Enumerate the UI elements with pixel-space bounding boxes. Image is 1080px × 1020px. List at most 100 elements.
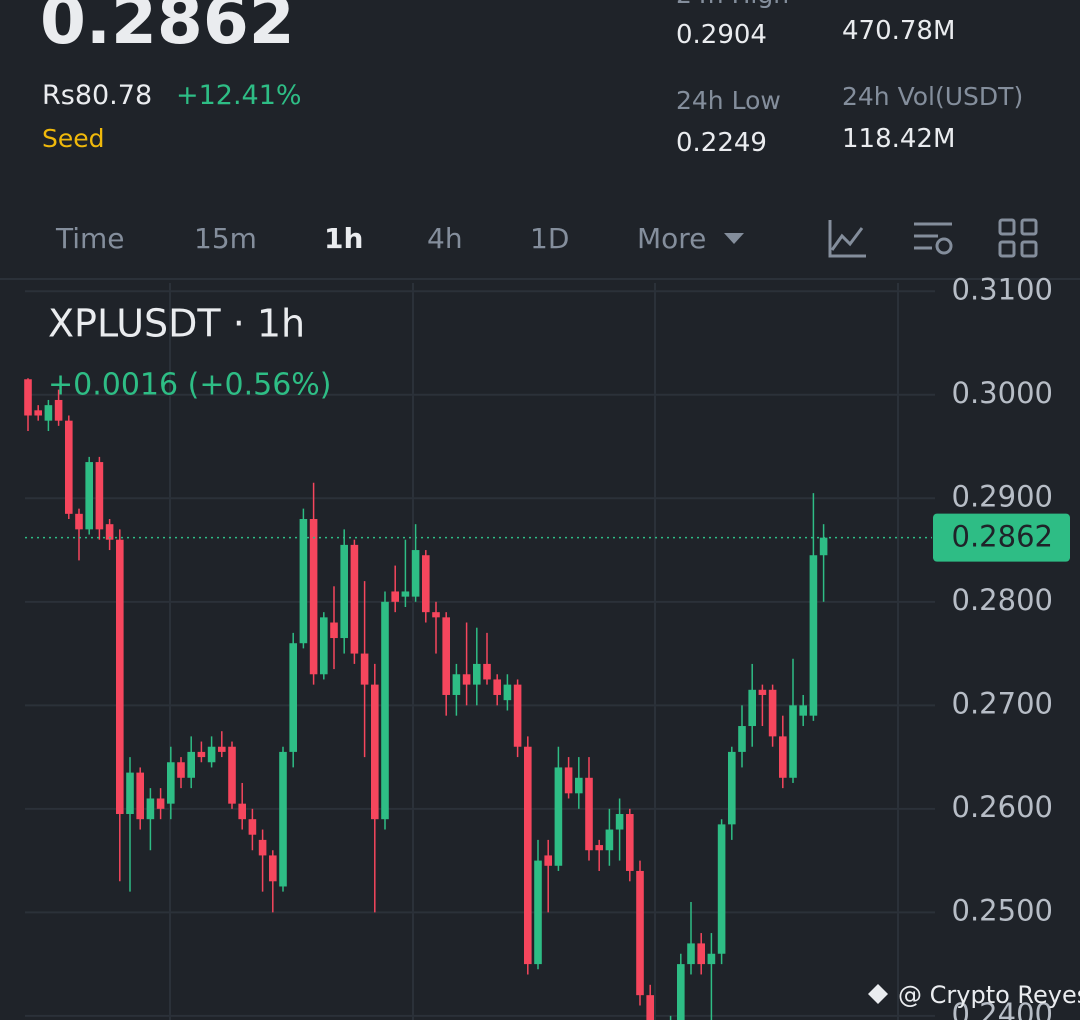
candle-body <box>636 870 644 996</box>
y-tick-label: 0.2800 <box>952 583 1053 617</box>
candle-body <box>75 513 83 530</box>
candle-body <box>493 679 501 695</box>
y-tick-label: 0.2900 <box>952 479 1053 513</box>
candle-body <box>228 746 236 804</box>
indicator-icon[interactable] <box>826 218 868 260</box>
candle-body <box>381 601 389 820</box>
candle-body <box>483 663 491 680</box>
tab[interactable]: 1D <box>530 222 570 255</box>
candle-body <box>626 814 634 871</box>
candle-body <box>350 544 359 654</box>
stat-label: 24h Vol(USDT) <box>842 82 1024 111</box>
y-tick-label: 0.2400 <box>952 997 1053 1020</box>
candle-body <box>748 689 756 727</box>
candle-body <box>177 762 185 778</box>
candle-body <box>564 767 573 794</box>
tab[interactable]: More <box>637 222 707 255</box>
candle-body <box>575 777 583 794</box>
tab[interactable]: 1h <box>324 222 364 255</box>
candle-body <box>309 519 318 675</box>
tab[interactable]: 15m <box>194 222 257 255</box>
stat-label: 24h Low <box>676 86 781 115</box>
candle-body <box>167 762 175 804</box>
candle-body <box>44 405 53 421</box>
candle-body <box>187 751 195 778</box>
candle-body <box>330 622 338 639</box>
candle-body <box>513 684 522 747</box>
candle-body <box>248 819 257 835</box>
tab[interactable]: 4h <box>427 222 463 255</box>
dropdown-arrow[interactable] <box>722 230 746 246</box>
candle-body <box>126 772 134 815</box>
candle-body <box>809 555 818 716</box>
candle-body <box>299 519 308 644</box>
candle-body <box>646 995 654 1020</box>
candle-body <box>707 953 716 965</box>
y-tick-label: 0.2700 <box>952 686 1053 720</box>
tab[interactable]: Time <box>56 222 125 255</box>
candle-body <box>697 943 705 965</box>
candle-body <box>605 829 614 851</box>
candle-body <box>320 617 328 675</box>
candle-body <box>554 767 563 866</box>
candle-body <box>452 674 461 695</box>
candle-body <box>819 537 828 556</box>
candle-body <box>207 746 216 763</box>
candle-body <box>524 746 532 965</box>
candle-body <box>768 689 777 737</box>
candle-body <box>789 705 797 778</box>
y-tick-label: 0.2600 <box>952 790 1053 824</box>
candle-body <box>401 591 410 597</box>
logo <box>868 984 888 1004</box>
candle-body <box>197 751 206 758</box>
candle-body <box>432 612 440 618</box>
watermark: @ Crypto Reyes <box>898 981 1080 1009</box>
candle-body <box>65 420 73 514</box>
candle-body <box>54 399 63 421</box>
candle-body <box>279 751 287 887</box>
candle-body <box>371 684 379 820</box>
layout-icon[interactable] <box>998 218 1040 260</box>
candle-body <box>585 777 593 851</box>
candle-body <box>411 550 420 597</box>
candle-body <box>238 803 246 820</box>
candle-body <box>503 684 512 701</box>
chart-title: XPLUSDT · 1h <box>48 302 305 346</box>
candle-body <box>544 855 552 866</box>
stat-value: 0.2249 <box>676 128 767 158</box>
candle-body <box>717 824 726 954</box>
candle-body <box>687 943 695 965</box>
candle-body <box>779 736 787 778</box>
candle-body <box>105 524 114 540</box>
stat-value: 0.2904 <box>676 20 767 50</box>
y-tick-label: 0.2500 <box>952 893 1053 927</box>
stat-value: 118.42M <box>842 124 956 154</box>
tag[interactable]: Seed <box>42 124 105 153</box>
fiat-price: Rs80.78 <box>42 80 153 111</box>
candle-body <box>799 705 807 716</box>
candle-body <box>728 751 736 825</box>
candle-body <box>269 855 277 882</box>
chart-subtitle: +0.0016 (+0.56%) <box>48 368 332 403</box>
candle-body <box>116 539 124 815</box>
candle-body <box>289 643 297 752</box>
candle-body <box>146 798 155 820</box>
change-24h: +12.41% <box>176 80 302 111</box>
candle-body <box>473 663 481 685</box>
last-price: 0.2862 <box>40 0 295 59</box>
candle-body <box>615 814 624 830</box>
candle-body <box>738 726 746 752</box>
candle-body <box>85 462 93 530</box>
candle-body <box>156 798 165 809</box>
candle-body <box>360 653 369 685</box>
stat-value: 470.78M <box>842 16 956 46</box>
stat-label: 24h High <box>676 0 789 9</box>
candle-body <box>758 689 767 695</box>
candle-body <box>258 839 267 856</box>
candle-body <box>340 544 348 639</box>
candle-body <box>442 617 450 695</box>
settings-icon[interactable] <box>912 218 954 260</box>
last-price-box <box>933 513 1070 562</box>
